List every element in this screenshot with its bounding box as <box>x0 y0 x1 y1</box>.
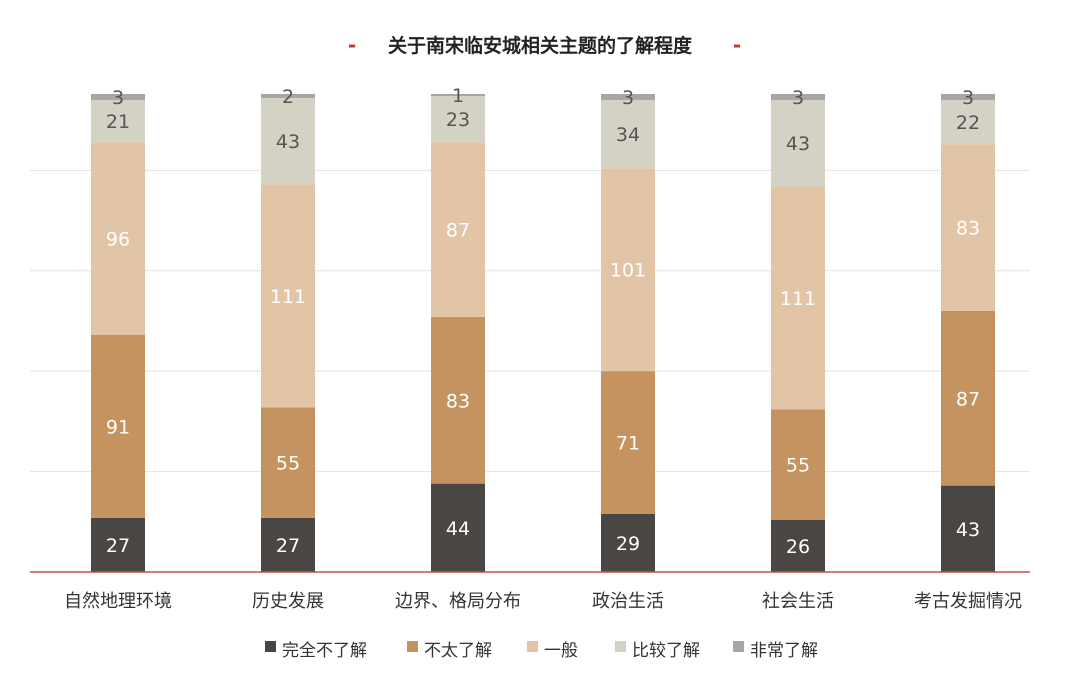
legend-label: 不太了解 <box>424 641 492 661</box>
bar-segment <box>431 142 485 317</box>
bar-data-label: 96 <box>106 229 130 251</box>
x-tick-label: 自然地理环境 <box>64 591 172 612</box>
bar-segment <box>91 100 145 143</box>
bar-data-label: 44 <box>446 518 470 540</box>
bar-segment <box>431 94 485 97</box>
bar-data-label: 29 <box>616 533 640 555</box>
gridlines <box>30 169 1030 473</box>
bar-data-label: 87 <box>446 220 470 242</box>
x-tick-label: 边界、格局分布 <box>395 591 521 612</box>
bar-segment <box>771 519 825 572</box>
bar-data-label: 3 <box>622 87 634 109</box>
bar-segment <box>771 186 825 410</box>
bar-segment <box>261 94 315 99</box>
title-dash-left: - <box>348 33 356 57</box>
bar-data-label: 83 <box>956 218 980 240</box>
bar-data-label: 111 <box>270 286 306 308</box>
bar-data-label: 27 <box>106 535 130 557</box>
x-tick-label: 考古发掘情况 <box>914 591 1022 612</box>
legend-item: 非常了解 <box>733 641 818 661</box>
bar-data-label: 1 <box>452 85 464 107</box>
bar-segment <box>601 100 655 169</box>
bar-segment <box>771 409 825 520</box>
bar-segment <box>941 94 995 101</box>
bar-segment <box>431 316 485 484</box>
bar-stack: 26 55 111 43 3 <box>771 87 825 572</box>
bar-segment <box>771 94 825 101</box>
bar-data-label: 83 <box>446 390 470 412</box>
legend-swatch <box>527 641 538 652</box>
bar-data-label: 91 <box>106 416 130 438</box>
bar-data-label: 101 <box>610 260 646 282</box>
bar-segment <box>261 98 315 185</box>
legend-label: 一般 <box>544 641 578 661</box>
bar-segment <box>941 485 995 572</box>
chart-title-text: 关于南宋临安城相关主题的了解程度 <box>388 34 693 57</box>
bar-segment <box>91 517 145 572</box>
bar-data-label: 3 <box>792 87 804 109</box>
bar-data-label: 26 <box>786 536 810 558</box>
x-tick-label: 社会生活 <box>762 591 834 612</box>
x-tick-labels: 自然地理环境 历史发展 边界、格局分布 政治生活 社会生活 考古发掘情况 <box>64 591 1022 612</box>
bar-data-label: 71 <box>616 432 640 454</box>
bar-data-label: 3 <box>962 87 974 109</box>
x-tick-label: 政治生活 <box>592 591 664 612</box>
bar-segment <box>601 371 655 514</box>
bar-segment <box>601 513 655 572</box>
bar-segment <box>261 407 315 518</box>
legend-swatch <box>733 641 744 652</box>
bar-stack: 43 87 83 22 3 <box>941 87 995 572</box>
bar-segment <box>941 144 995 311</box>
legend: 完全不了解 不太了解 一般 比较了解 非常了解 <box>265 641 818 661</box>
bar-data-label: 3 <box>112 87 124 109</box>
bar-data-label: 34 <box>616 124 640 146</box>
legend-label: 比较了解 <box>632 641 700 661</box>
bar-segment <box>431 483 485 572</box>
legend-item: 比较了解 <box>615 641 700 661</box>
legend-item: 一般 <box>527 641 578 661</box>
bar-data-label: 21 <box>106 111 130 133</box>
bar-segment <box>771 100 825 187</box>
bar-segment <box>91 142 145 336</box>
bar-stack: 44 83 87 231 <box>431 85 485 572</box>
bar-data-label: 87 <box>956 388 980 410</box>
legend-swatch <box>407 641 418 652</box>
bar-segment <box>431 96 485 143</box>
chart-title: - 关于南宋临安城相关主题的了解程度 - <box>348 33 741 57</box>
bar-data-label: 55 <box>786 455 810 477</box>
bar-data-label: 111 <box>780 288 816 310</box>
bar-segment <box>601 94 655 101</box>
legend-swatch <box>265 641 276 652</box>
bar-segment <box>91 94 145 101</box>
bar-data-label: 43 <box>276 131 300 153</box>
legend-item: 不太了解 <box>407 641 492 661</box>
bar-data-label: 55 <box>276 453 300 475</box>
legend-swatch <box>615 641 626 652</box>
bars-group: 2791962132755111432448387231297110134326… <box>91 85 995 572</box>
bar-data-label: 27 <box>276 535 300 557</box>
bar-segment <box>941 310 995 486</box>
bar-segment <box>601 168 655 372</box>
bar-stack: 27 55 111 43 2 <box>261 86 315 572</box>
title-dash-right: - <box>733 33 741 57</box>
bar-segment <box>91 335 145 518</box>
bar-data-label: 43 <box>956 519 980 541</box>
legend-item: 完全不了解 <box>265 641 367 661</box>
bar-segment <box>261 517 315 572</box>
bar-segment <box>941 100 995 145</box>
bar-data-label: 2 <box>282 86 294 108</box>
bar-segment <box>261 184 315 408</box>
x-tick-label: 历史发展 <box>252 591 324 612</box>
bar-data-label: 43 <box>786 133 810 155</box>
bar-stack: 27 91 96 213 <box>91 87 145 572</box>
bar-stack: 29 71 101 34 3 <box>601 87 655 572</box>
legend-label: 非常了解 <box>750 641 818 661</box>
bar-data-label: 22 <box>956 112 980 134</box>
bar-data-label: 23 <box>446 109 470 131</box>
legend-label: 完全不了解 <box>282 641 367 661</box>
